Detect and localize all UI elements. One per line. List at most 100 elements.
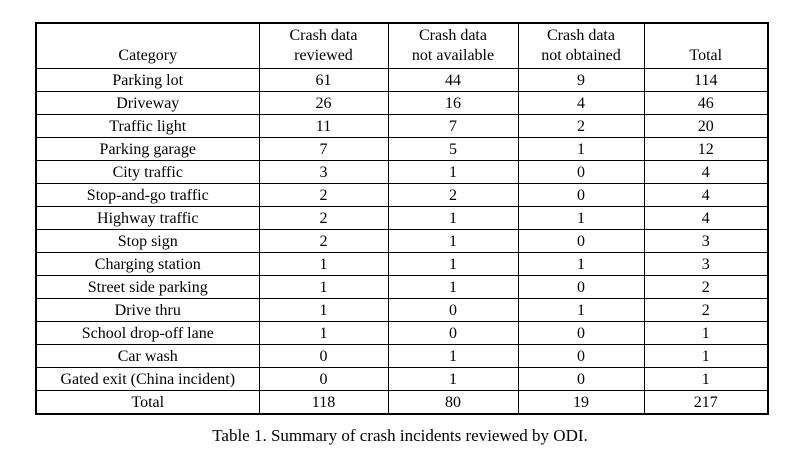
value-cell: 0 (258, 344, 389, 368)
value-cell: 1 (643, 367, 769, 391)
value-cell: 1 (258, 321, 389, 345)
crash-summary-table: Category Crash data reviewed Crash data … (35, 22, 769, 415)
value-cell: 7 (258, 137, 389, 161)
category-cell: Street side parking (35, 275, 260, 299)
category-cell: City traffic (35, 160, 260, 184)
value-cell: 3 (258, 160, 389, 184)
total-row: Total 118 80 19 217 (35, 390, 769, 415)
category-cell: Stop sign (35, 229, 260, 253)
table-row: Gated exit (China incident) 0 1 0 1 (35, 367, 769, 391)
value-cell: 4 (643, 160, 769, 184)
category-cell: Charging station (35, 252, 260, 276)
value-cell: 1 (387, 160, 519, 184)
value-cell: 2 (258, 229, 389, 253)
value-cell: 16 (387, 91, 519, 115)
value-cell: 61 (258, 68, 389, 92)
value-cell: 80 (387, 390, 519, 415)
value-cell: 0 (517, 275, 645, 299)
value-cell: 0 (517, 321, 645, 345)
value-cell: 0 (517, 183, 645, 207)
category-cell: Driveway (35, 91, 260, 115)
value-cell: 4 (643, 206, 769, 230)
table-row: Charging station 1 1 1 3 (35, 252, 769, 276)
value-cell: 2 (643, 275, 769, 299)
value-cell: 1 (643, 321, 769, 345)
value-cell: 2 (258, 206, 389, 230)
value-cell: 44 (387, 68, 519, 92)
value-cell: 1 (258, 275, 389, 299)
value-cell: 1 (517, 137, 645, 161)
table-row: Drive thru 1 0 1 2 (35, 298, 769, 322)
category-cell: Parking lot (35, 68, 260, 92)
value-cell: 0 (387, 321, 519, 345)
table-row: Driveway 26 16 4 46 (35, 91, 769, 115)
value-cell: 2 (387, 183, 519, 207)
value-cell: 0 (258, 367, 389, 391)
category-cell: Drive thru (35, 298, 260, 322)
value-cell: 7 (387, 114, 519, 138)
category-cell: Car wash (35, 344, 260, 368)
value-cell: 1 (387, 229, 519, 253)
table-body: Parking lot 61 44 9 114 Driveway 26 16 4 46 Traffi… (35, 68, 769, 415)
header-row: Category Crash data reviewed Crash data … (35, 22, 769, 69)
value-cell: 12 (643, 137, 769, 161)
column-header-total: Total (643, 22, 769, 69)
value-cell: 1 (387, 344, 519, 368)
value-cell: 4 (517, 91, 645, 115)
value-cell: 1 (517, 298, 645, 322)
category-cell: Parking garage (35, 137, 260, 161)
value-cell: 1 (643, 344, 769, 368)
value-cell: 0 (517, 367, 645, 391)
value-cell: 0 (517, 160, 645, 184)
value-cell: 3 (643, 252, 769, 276)
value-cell: 1 (387, 206, 519, 230)
value-cell: 2 (258, 183, 389, 207)
table-row: Parking lot 61 44 9 114 (35, 68, 769, 92)
value-cell: 4 (643, 183, 769, 207)
value-cell: 46 (643, 91, 769, 115)
table-row: City traffic 3 1 0 4 (35, 160, 769, 184)
table-row: Traffic light 11 7 2 20 (35, 114, 769, 138)
column-header-not-obtained: Crash data not obtained (517, 22, 645, 69)
value-cell: 3 (643, 229, 769, 253)
value-cell: 1 (387, 367, 519, 391)
value-cell: 2 (643, 298, 769, 322)
value-cell: 1 (517, 252, 645, 276)
value-cell: 1 (387, 252, 519, 276)
value-cell: 114 (643, 68, 769, 92)
category-cell: Gated exit (China incident) (35, 367, 260, 391)
value-cell: 5 (387, 137, 519, 161)
table-row: School drop-off lane 1 0 0 1 (35, 321, 769, 345)
table-caption: Table 1. Summary of crash incidents revi… (212, 426, 588, 445)
value-cell: 0 (387, 298, 519, 322)
value-cell: 26 (258, 91, 389, 115)
table-row: Parking garage 7 5 1 12 (35, 137, 769, 161)
column-header-not-available: Crash data not available (387, 22, 519, 69)
value-cell: 0 (517, 229, 645, 253)
table-row: Car wash 0 1 0 1 (35, 344, 769, 368)
value-cell: 118 (258, 390, 389, 415)
value-cell: 19 (517, 390, 645, 415)
value-cell: 1 (517, 206, 645, 230)
value-cell: 2 (517, 114, 645, 138)
value-cell: 9 (517, 68, 645, 92)
table-row: Street side parking 1 1 0 2 (35, 275, 769, 299)
table-row: Stop sign 2 1 0 3 (35, 229, 769, 253)
category-cell: Highway traffic (35, 206, 260, 230)
table-row: Highway traffic 2 1 1 4 (35, 206, 769, 230)
value-cell: 20 (643, 114, 769, 138)
column-header-category: Category (35, 22, 260, 69)
value-cell: 11 (258, 114, 389, 138)
table-header: Category Crash data reviewed Crash data … (35, 22, 769, 69)
value-cell: 0 (517, 344, 645, 368)
value-cell: 1 (387, 275, 519, 299)
category-cell: Stop-and-go traffic (35, 183, 260, 207)
column-header-crash-reviewed: Crash data reviewed (258, 22, 389, 69)
value-cell: 1 (258, 252, 389, 276)
value-cell: 1 (258, 298, 389, 322)
value-cell: 217 (643, 390, 769, 415)
category-cell: Traffic light (35, 114, 260, 138)
total-label-cell: Total (35, 390, 260, 415)
table-row: Stop-and-go traffic 2 2 0 4 (35, 183, 769, 207)
